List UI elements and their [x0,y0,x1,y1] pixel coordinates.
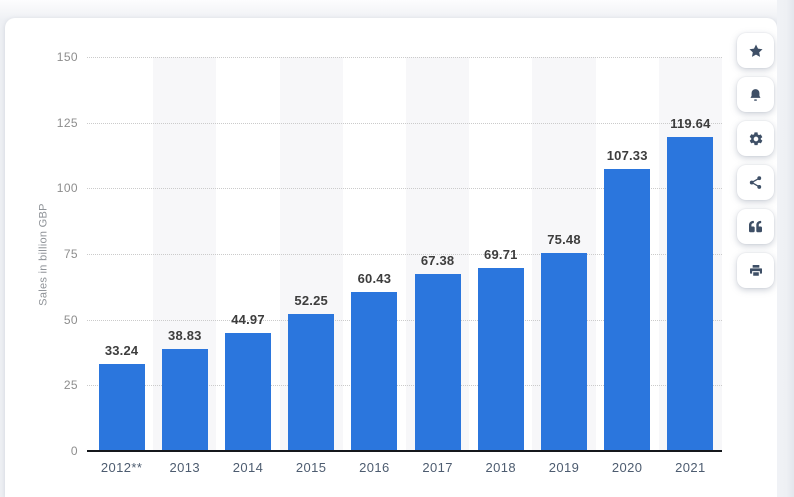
gridline-75 [87,254,722,255]
bar-2012**[interactable] [98,363,145,451]
bar-2017[interactable] [414,274,461,451]
printer-icon [748,263,764,279]
bar-2018[interactable] [477,267,524,451]
page-right-gutter [777,0,794,497]
x-axis-label: 2013 [169,460,201,475]
notifications-button[interactable] [737,77,774,112]
bar-value-label: 75.48 [547,231,581,247]
y-axis-ticks: 0 25 50 75 100 125 150 [5,50,78,458]
y-tick-label: 25 [63,378,78,393]
y-tick-label: 0 [70,444,78,458]
x-axis-label: 2020 [611,460,643,475]
y-tick-label: 100 [56,181,78,196]
plot-area: 33.24 2012** 38.83 2013 44.97 2014 52.25 2015 60… [87,57,722,475]
bar-2015[interactable] [288,313,335,451]
y-tick-label: 125 [56,115,78,130]
cite-button[interactable] [737,209,774,244]
bar-2020[interactable] [604,169,651,451]
settings-button[interactable] [737,121,774,156]
gridline-50 [87,319,722,321]
bar-value-label: 119.64 [670,115,711,131]
share-button[interactable] [737,165,774,200]
share-icon [748,175,763,190]
x-axis-label: 2019 [548,460,580,475]
y-tick-label: 75 [63,247,78,261]
bar-value-label: 33.24 [104,342,139,358]
bar-value-label: 69.71 [484,246,518,262]
bar-value-label: 44.97 [231,311,265,327]
x-axis-label: 2015 [295,460,327,475]
action-toolbar [737,33,774,297]
bar-value-label: 107.33 [606,148,648,164]
x-axis-label: 2014 [232,460,264,475]
bell-icon [748,87,763,103]
favorite-button[interactable] [737,33,774,68]
quote-icon [748,220,763,233]
star-icon [748,43,764,59]
x-axis-label: 2021 [675,460,706,475]
bar-2019[interactable] [541,252,587,451]
chart-card: Sales in billion GBP 0 25 50 75 100 125 150 33… [5,18,777,497]
gridline-25 [87,385,722,387]
gridline-150 [87,57,722,58]
y-tick-label: 150 [56,50,78,64]
bar-value-label: 67.38 [420,253,455,269]
bar-value-label: 60.43 [357,271,392,287]
bar-2016[interactable] [351,292,398,451]
bar-2013[interactable] [161,349,208,451]
gear-icon [748,131,764,147]
bar-2014[interactable] [225,332,271,451]
bar-2021[interactable] [667,136,714,451]
bar-value-label: 52.25 [294,292,328,308]
print-button[interactable] [737,253,774,288]
gridline-125 [87,122,722,124]
x-axis-label: 2012** [100,460,143,475]
x-axis-label: 2017 [422,460,453,475]
x-axis-label: 2016 [359,460,390,475]
gridline-100 [87,188,722,190]
y-tick-label: 50 [63,312,78,327]
x-axis-line [87,450,722,452]
x-axis-label: 2018 [485,460,517,475]
bar-value-label: 38.83 [168,328,202,344]
